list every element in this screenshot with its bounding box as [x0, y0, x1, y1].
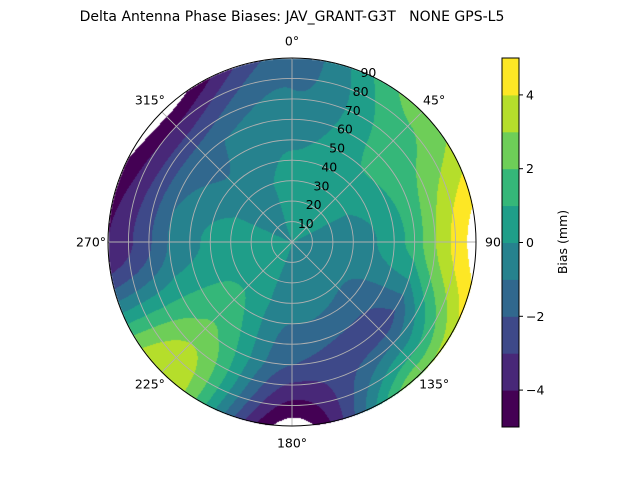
chart-title: Delta Antenna Phase Biases: JAV_GRANT-G3… — [79, 9, 505, 25]
